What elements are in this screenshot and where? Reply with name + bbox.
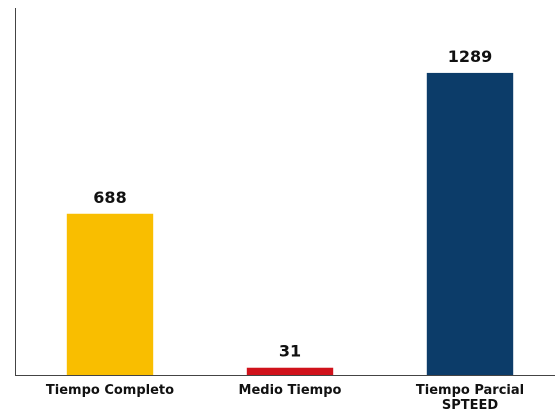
bar [426, 72, 514, 375]
x-tick-label: Tiempo Parcial SPTEED [416, 383, 524, 413]
bar [66, 213, 154, 375]
x-tick-label: Tiempo Completo [46, 383, 174, 398]
value-label: 31 [279, 342, 301, 361]
value-label: 688 [93, 188, 126, 207]
bar [246, 367, 334, 375]
x-tick-label: Medio Tiempo [239, 383, 342, 398]
value-label: 1289 [448, 47, 493, 66]
